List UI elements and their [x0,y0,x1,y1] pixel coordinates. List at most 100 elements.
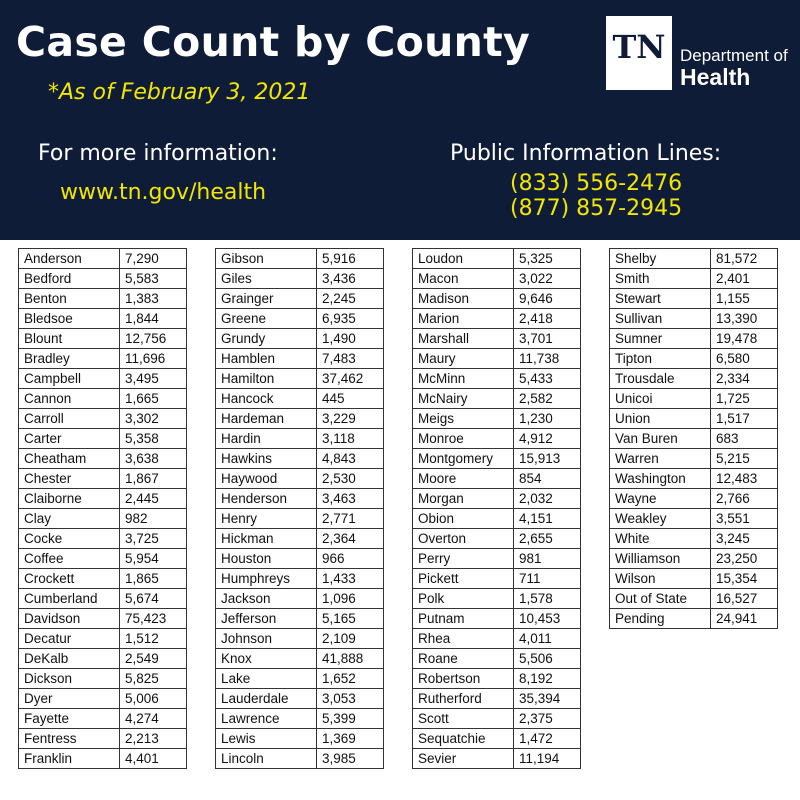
county-name: Williamson [609,548,711,569]
county-name: Hamilton [215,368,317,389]
case-count: 966 [316,548,384,569]
case-count: 4,401 [119,748,187,769]
table-row: Maury 11,738 [412,348,581,369]
case-count: 711 [513,568,581,589]
website-link[interactable]: www.tn.gov/health [60,180,267,205]
county-name: Rhea [412,628,514,649]
table-row: Overton 2,655 [412,528,581,549]
table-row: Cheatham 3,638 [18,448,187,469]
case-count: 37,462 [316,368,384,389]
county-name: Marshall [412,328,514,349]
case-count: 3,495 [119,368,187,389]
case-count: 13,390 [710,308,778,329]
county-name: Maury [412,348,514,369]
case-count: 3,245 [710,528,778,549]
county-name: Meigs [412,408,514,429]
county-name: Benton [18,288,120,309]
table-row: Scott 2,375 [412,708,581,729]
table-row: Clay 982 [18,508,187,529]
header-banner: Case Count by County *As of February 3, … [0,0,800,240]
case-count: 15,913 [513,448,581,469]
table-row: Lake 1,652 [215,668,384,689]
case-count: 2,375 [513,708,581,729]
table-row: Jackson 1,096 [215,588,384,609]
table-row: Sevier 11,194 [412,748,581,769]
county-name: DeKalb [18,648,120,669]
county-name: Out of State [609,588,711,609]
case-count: 3,053 [316,688,384,709]
case-count: 1,725 [710,388,778,409]
county-name: Pickett [412,568,514,589]
table-row: Bledsoe 1,844 [18,308,187,329]
table-row: Loudon 5,325 [412,248,581,269]
table-row: Robertson 8,192 [412,668,581,689]
phone-number-2[interactable]: (877) 857-2945 [510,196,683,221]
county-name: Blount [18,328,120,349]
table-row: Carter 5,358 [18,428,187,449]
table-row: Rutherford 35,394 [412,688,581,709]
county-name: Stewart [609,288,711,309]
table-row: Shelby 81,572 [609,248,778,269]
county-name: Loudon [412,248,514,269]
case-count: 5,916 [316,248,384,269]
table-row: Humphreys 1,433 [215,568,384,589]
case-count: 23,250 [710,548,778,569]
table-row: Stewart 1,155 [609,288,778,309]
case-count: 5,825 [119,668,187,689]
table-row: Grundy 1,490 [215,328,384,349]
table-row: Fentress 2,213 [18,728,187,749]
table-row: Chester 1,867 [18,468,187,489]
county-name: Sevier [412,748,514,769]
case-count: 8,192 [513,668,581,689]
county-name: Shelby [609,248,711,269]
table-row: Out of State 16,527 [609,588,778,609]
case-count: 3,701 [513,328,581,349]
table-row: Obion 4,151 [412,508,581,529]
table-row: Grainger 2,245 [215,288,384,309]
county-name: Crockett [18,568,120,589]
county-name: Morgan [412,488,514,509]
table-row: McMinn 5,433 [412,368,581,389]
table-row: Decatur 1,512 [18,628,187,649]
case-count: 10,453 [513,608,581,629]
county-name: Henry [215,508,317,529]
case-count: 5,325 [513,248,581,269]
case-count: 2,771 [316,508,384,529]
table-row: Giles 3,436 [215,268,384,289]
county-name: Macon [412,268,514,289]
case-count: 2,401 [710,268,778,289]
case-count: 982 [119,508,187,529]
case-count: 3,463 [316,488,384,509]
county-name: Sullivan [609,308,711,329]
case-count: 12,483 [710,468,778,489]
county-name: Greene [215,308,317,329]
county-name: Gibson [215,248,317,269]
county-name: Perry [412,548,514,569]
table-row: Hamblen 7,483 [215,348,384,369]
case-count: 1,512 [119,628,187,649]
phone-number-1[interactable]: (833) 556-2476 [510,171,683,196]
case-count: 11,194 [513,748,581,769]
table-row: Marshall 3,701 [412,328,581,349]
public-lines-label: Public Information Lines: [450,141,722,166]
table-row: Weakley 3,551 [609,508,778,529]
case-count: 24,941 [710,608,778,629]
county-name: Lauderdale [215,688,317,709]
table-row: Dickson 5,825 [18,668,187,689]
county-name: Bledsoe [18,308,120,329]
case-count: 5,215 [710,448,778,469]
table-row: Hickman 2,364 [215,528,384,549]
table-row: Greene 6,935 [215,308,384,329]
table-row: Madison 9,646 [412,288,581,309]
county-name: Henderson [215,488,317,509]
county-name: Putnam [412,608,514,629]
table-row: Lewis 1,369 [215,728,384,749]
table-row: Roane 5,506 [412,648,581,669]
table-row: Williamson 23,250 [609,548,778,569]
county-name: Grundy [215,328,317,349]
county-name: Polk [412,588,514,609]
county-name: Lake [215,668,317,689]
more-info-label: For more information: [38,141,278,166]
table-row: Macon 3,022 [412,268,581,289]
table-row: Fayette 4,274 [18,708,187,729]
